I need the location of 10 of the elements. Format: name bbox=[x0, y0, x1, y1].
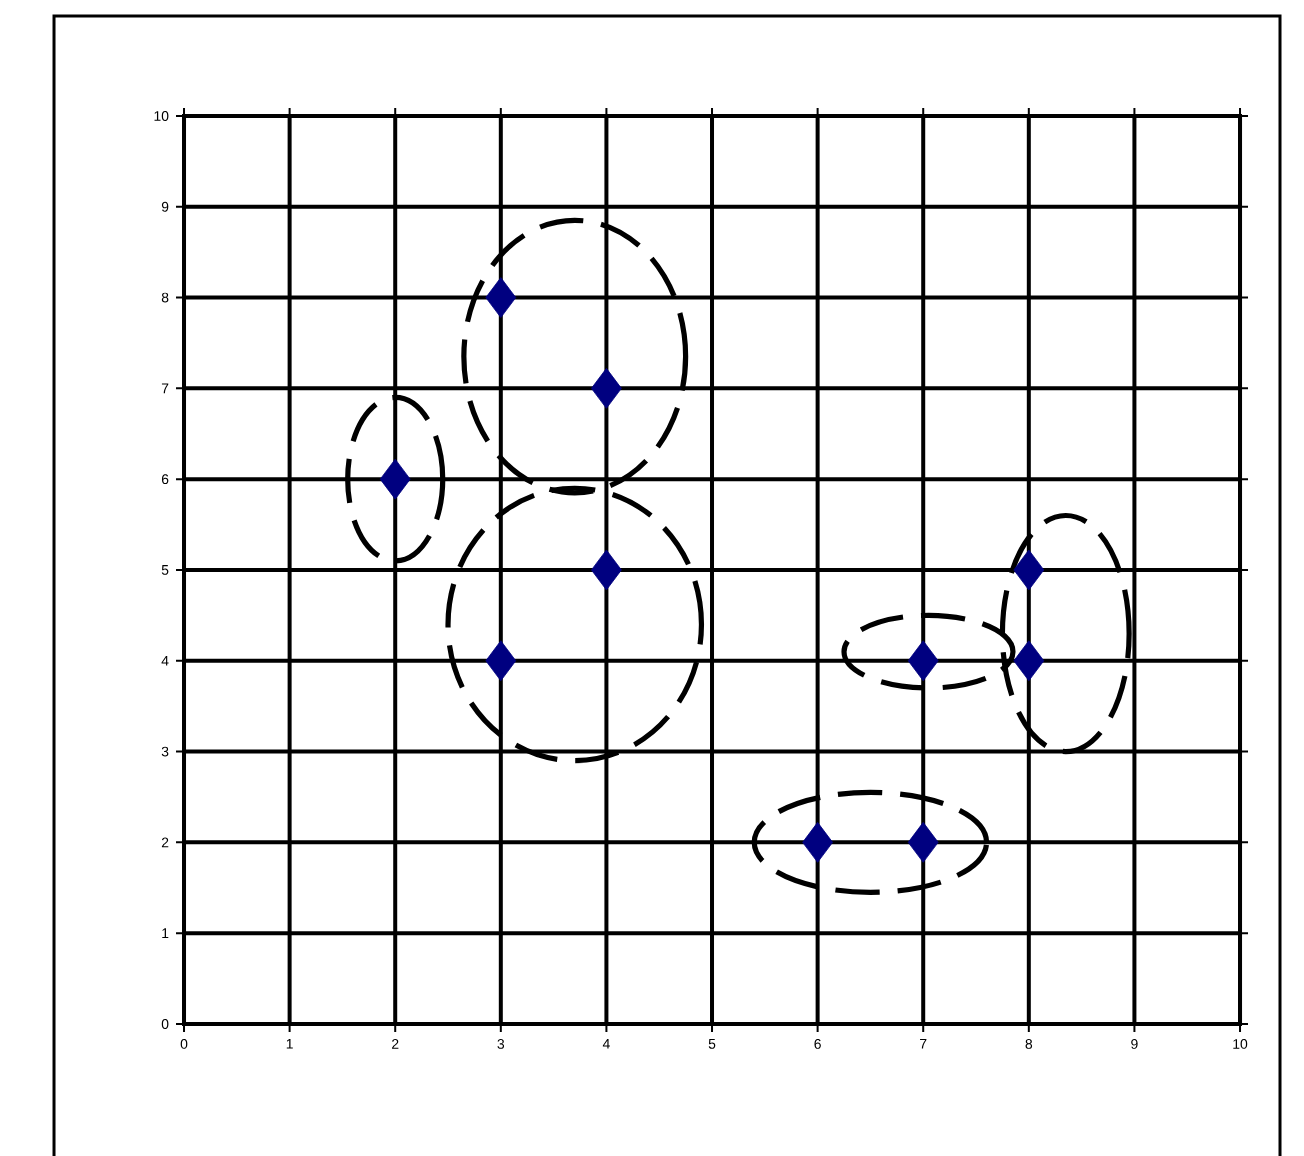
point bbox=[802, 821, 834, 863]
point bbox=[1013, 549, 1045, 591]
point bbox=[485, 640, 517, 682]
point bbox=[1013, 640, 1045, 682]
point bbox=[485, 277, 517, 318]
point bbox=[907, 821, 939, 863]
point bbox=[379, 458, 411, 500]
point bbox=[591, 367, 622, 409]
point bbox=[591, 549, 622, 591]
point bbox=[907, 640, 939, 682]
